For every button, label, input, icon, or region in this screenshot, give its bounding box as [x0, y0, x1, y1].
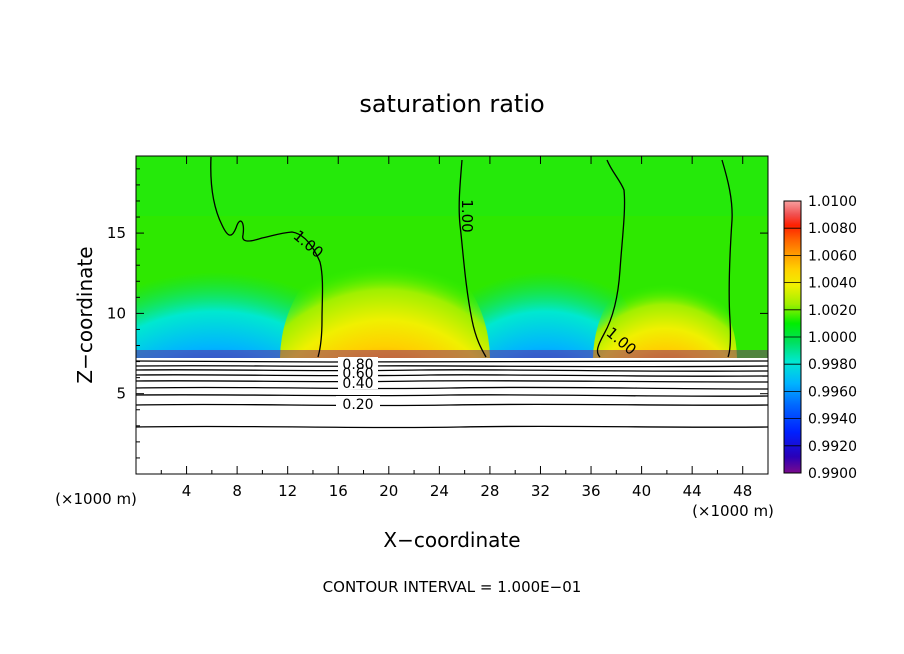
- contour-1-00-d: [721, 159, 733, 358]
- contour-1-00-b: [458, 159, 487, 358]
- x-axis: 4 8 12 16 20 24 28 32 36 40 44 48: [160, 156, 752, 500]
- x-axis-label: X−coordinate: [383, 528, 520, 552]
- y-tick-label: 10: [107, 304, 126, 322]
- x-tick-label: 44: [683, 482, 702, 500]
- colorbar-ticks: 1.0100 1.0080 1.0060 1.0040 1.0020 1.0000 0.99…: [784, 194, 857, 482]
- contour-1-00-c: [596, 159, 626, 358]
- hot-zone-2: [593, 265, 737, 358]
- colorbar-label: 0.9980: [808, 357, 857, 373]
- contour-0-40: [135, 386, 769, 390]
- plot-field: [136, 156, 768, 474]
- colorbar-label: 1.0020: [808, 303, 857, 319]
- contour-0-30: [135, 394, 769, 397]
- x-tick-label: 28: [480, 482, 499, 500]
- contour-label-1-00-b: 1.00: [458, 199, 476, 232]
- y-axis-label: Z−coordinate: [73, 246, 97, 383]
- x-tick-label: 36: [581, 482, 600, 500]
- cold-zone-2: [450, 250, 640, 358]
- contour-0-60: [135, 374, 769, 377]
- colorbar-label: 1.0040: [808, 276, 857, 292]
- contour-0-80: [135, 365, 769, 368]
- contour-lines: [135, 156, 769, 429]
- contour-0-50: [135, 380, 769, 383]
- contour-1-00-a: [210, 156, 324, 358]
- chart-title: saturation ratio: [359, 90, 544, 118]
- colorbar-label: 0.9940: [808, 412, 857, 428]
- x-tick-label: 32: [531, 482, 550, 500]
- y-tick-label: 15: [107, 224, 126, 242]
- contour-0-90: [135, 360, 769, 363]
- x-unit-left: (×1000 m): [55, 490, 137, 508]
- lower-region: [136, 356, 768, 474]
- x-tick-label: 48: [733, 482, 752, 500]
- x-tick-label: 8: [232, 482, 242, 500]
- contour-0-20: [135, 403, 769, 407]
- plot-frame: [135, 155, 769, 475]
- y-tick-label: 5: [116, 385, 126, 403]
- contour-label-0-20: 0.20: [342, 397, 373, 413]
- x-tick-label: 40: [632, 482, 651, 500]
- colorbar-label: 1.0100: [808, 194, 857, 210]
- upper-region: [136, 156, 768, 358]
- contour-interval-note: CONTOUR INTERVAL = 1.000E−01: [323, 578, 582, 596]
- x-unit-right: (×1000 m): [692, 502, 774, 520]
- contour-0-10: [135, 425, 769, 429]
- y-axis: 5 10 15: [107, 168, 768, 459]
- contour-label-0-60: 0.60: [342, 366, 373, 382]
- colorbar-label: 0.9920: [808, 439, 857, 455]
- colorbar-label: 0.9900: [808, 466, 857, 482]
- x-tick-label: 20: [379, 482, 398, 500]
- colorbar-label: 1.0000: [808, 330, 857, 346]
- colorbar-label: 1.0080: [808, 221, 857, 237]
- x-tick-label: 24: [430, 482, 449, 500]
- contour-label-0-80: 0.80: [342, 357, 373, 373]
- contour-0-70: [135, 369, 769, 372]
- x-tick-label: 4: [182, 482, 192, 500]
- x-tick-label: 12: [278, 482, 297, 500]
- colorbar: 1.0100 1.0080 1.0060 1.0040 1.0020 1.0000 0.99…: [783, 194, 857, 482]
- hot-zone-1: [280, 240, 490, 358]
- contour-label-0-40: 0.40: [342, 376, 373, 392]
- colorbar-label: 1.0060: [808, 248, 857, 264]
- x-tick-label: 16: [329, 482, 348, 500]
- colorbar-label: 0.9960: [808, 384, 857, 400]
